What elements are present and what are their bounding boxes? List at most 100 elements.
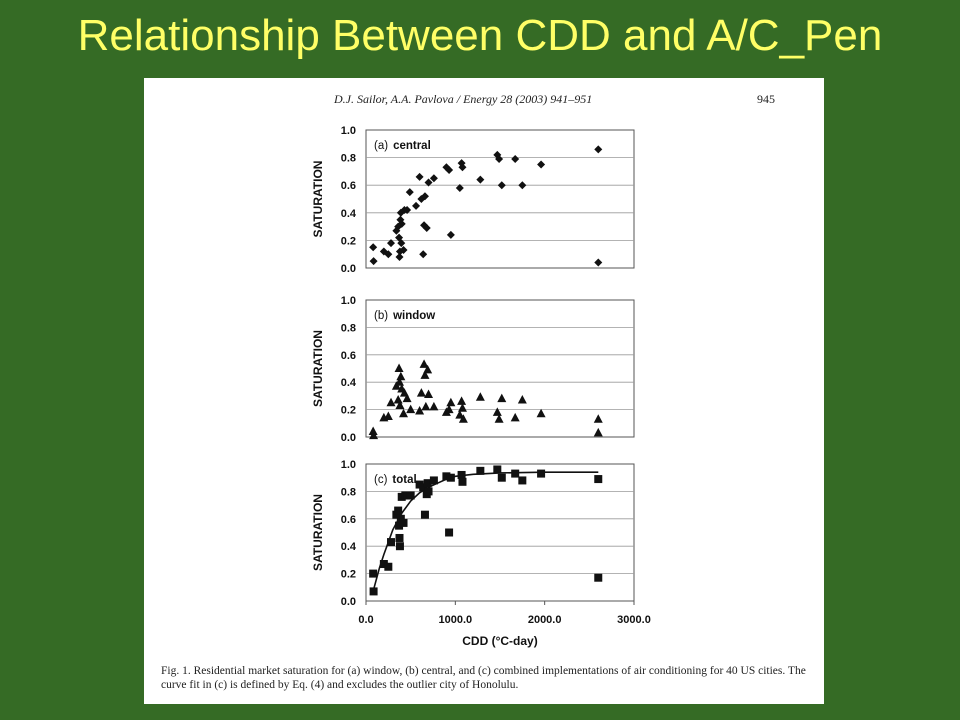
data-point-diamond bbox=[419, 250, 428, 259]
data-point-square bbox=[497, 473, 506, 482]
data-point-square bbox=[395, 521, 404, 530]
x-tick-label: 2000.0 bbox=[528, 614, 562, 626]
y-tick-label: 0.2 bbox=[341, 235, 356, 247]
data-point-diamond bbox=[387, 239, 396, 248]
data-point-square bbox=[423, 479, 432, 488]
journal-reference: D.J. Sailor, A.A. Pavlova / Energy 28 (2… bbox=[334, 92, 593, 106]
data-point-square bbox=[419, 483, 428, 492]
y-tick-label: 0.4 bbox=[341, 377, 357, 389]
data-point-diamond bbox=[415, 172, 424, 181]
data-point-square bbox=[429, 476, 438, 485]
data-point-square bbox=[420, 510, 429, 519]
data-point-triangle bbox=[394, 363, 404, 372]
panel-window: 0.0 0.2 0.4 0.6 0.8 1.0 SATURATION (b) window bbox=[311, 295, 635, 444]
data-point-square bbox=[476, 466, 485, 475]
data-point-square bbox=[369, 587, 378, 596]
data-point-triangle bbox=[458, 414, 468, 423]
plot-frame bbox=[365, 463, 635, 602]
data-point-diamond bbox=[369, 257, 378, 266]
y-axis-label: SATURATION bbox=[311, 494, 325, 571]
data-point-square bbox=[445, 528, 454, 537]
y-tick-label: 0.2 bbox=[341, 405, 356, 417]
y-tick-label: 1.0 bbox=[341, 459, 356, 471]
data-point-diamond bbox=[397, 239, 406, 248]
plot-frame bbox=[365, 299, 635, 438]
y-axis-label: SATURATION bbox=[311, 161, 325, 238]
data-point-square bbox=[458, 477, 467, 486]
data-point-diamond bbox=[397, 219, 406, 228]
data-point-square bbox=[392, 510, 401, 519]
data-point-triangle bbox=[492, 407, 502, 416]
panel-central: 0.0 0.2 0.4 0.6 0.8 1.0 SATURATION (a) central bbox=[311, 125, 635, 275]
data-point-triangle bbox=[457, 403, 467, 412]
data-point-square bbox=[594, 475, 603, 484]
figure-caption: Fig. 1. Residential market saturation fo… bbox=[161, 665, 806, 691]
y-tick-label: 0.8 bbox=[341, 486, 356, 498]
data-point-diamond bbox=[395, 233, 404, 242]
data-point-diamond bbox=[497, 181, 506, 190]
data-point-triangle bbox=[369, 430, 379, 440]
data-point-triangle bbox=[424, 389, 434, 399]
data-point-triangle bbox=[446, 397, 456, 407]
data-point-triangle bbox=[395, 377, 404, 386]
data-point-square bbox=[594, 573, 603, 582]
data-point-diamond bbox=[412, 201, 421, 210]
panel-label: (a) bbox=[374, 140, 388, 152]
data-point-triangle bbox=[399, 408, 409, 418]
data-point-square bbox=[424, 487, 433, 496]
y-tick-label: 0.6 bbox=[341, 180, 356, 192]
data-point-triangle bbox=[406, 404, 416, 414]
data-point-triangle bbox=[510, 412, 520, 422]
panel-total: 0.0 0.2 0.4 0.6 0.8 1.0 SATURATION (c) total 0.0 1… bbox=[311, 459, 651, 648]
y-tick-label: 0.6 bbox=[341, 350, 356, 362]
data-point-triangle bbox=[402, 393, 412, 403]
page-number: 945 bbox=[757, 92, 775, 106]
data-point-diamond bbox=[399, 246, 408, 255]
data-point-triangle bbox=[593, 414, 603, 423]
data-point-diamond bbox=[594, 258, 603, 267]
data-point-square bbox=[379, 560, 388, 569]
data-point-square bbox=[511, 469, 520, 478]
data-point-triangle bbox=[457, 396, 467, 405]
panel-name: total bbox=[392, 474, 416, 486]
data-point-diamond bbox=[422, 223, 431, 232]
panel-title: (a) central bbox=[374, 140, 431, 152]
data-point-triangle bbox=[421, 401, 431, 411]
y-tick-label: 0.0 bbox=[341, 263, 356, 275]
data-point-triangle bbox=[396, 371, 406, 381]
y-tick-label: 1.0 bbox=[341, 125, 356, 137]
data-point-diamond bbox=[424, 178, 433, 187]
figure-svg: 0.0 0.2 0.4 0.6 0.8 1.0 SATURATION (a) central 0.… bbox=[311, 125, 651, 648]
y-tick-label: 0.8 bbox=[341, 322, 356, 334]
x-tick-label: 0.0 bbox=[358, 614, 373, 626]
data-point-square bbox=[442, 472, 451, 481]
data-point-square bbox=[384, 562, 393, 571]
data-point-triangle bbox=[423, 364, 433, 374]
data-point-triangle bbox=[475, 392, 485, 401]
data-point-triangle bbox=[383, 411, 393, 420]
y-axis-label: SATURATION bbox=[311, 330, 325, 407]
x-axis-label: CDD (°C-day) bbox=[462, 634, 537, 648]
data-point-triangle bbox=[415, 405, 425, 415]
data-point-diamond bbox=[594, 145, 603, 154]
data-point-square bbox=[493, 465, 502, 474]
data-point-triangle bbox=[368, 426, 378, 436]
data-point-diamond bbox=[403, 206, 412, 215]
data-point-diamond bbox=[511, 154, 520, 163]
data-point-triangle bbox=[395, 400, 405, 409]
plot-frame bbox=[365, 129, 635, 269]
slide-title: Relationship Between CDD and A/C_Pen bbox=[77, 11, 883, 60]
data-point-triangle bbox=[416, 388, 426, 397]
y-tick-label: 0.4 bbox=[341, 541, 357, 553]
y-tick-label: 0.2 bbox=[341, 569, 356, 581]
data-point-diamond bbox=[458, 163, 467, 172]
data-point-triangle bbox=[386, 397, 396, 407]
data-point-square bbox=[457, 470, 466, 479]
y-tick-label: 0.8 bbox=[341, 153, 356, 165]
data-point-square bbox=[387, 538, 396, 547]
data-point-diamond bbox=[384, 250, 393, 259]
data-point-square bbox=[446, 473, 455, 482]
data-point-square bbox=[396, 514, 405, 523]
data-point-triangle bbox=[593, 427, 603, 437]
paper-header: D.J. Sailor, A.A. Pavlova / Energy 28 (2… bbox=[144, 90, 824, 110]
